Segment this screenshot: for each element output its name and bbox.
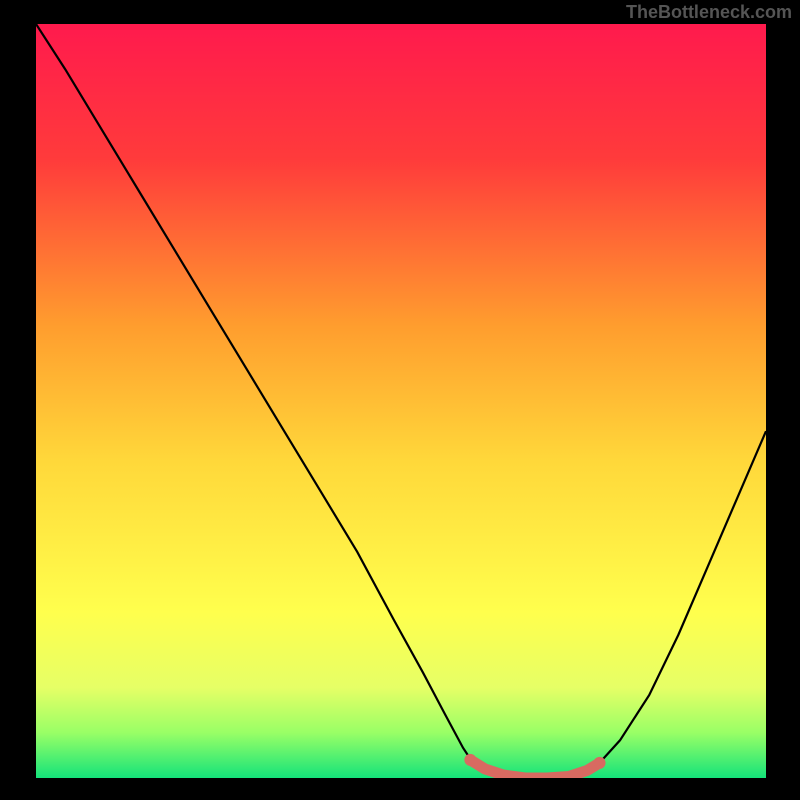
attribution-text: TheBottleneck.com [626,2,792,23]
plot-area [36,24,766,778]
bottleneck-curve [36,24,766,778]
chart-svg [36,24,766,778]
highlight-end-dot [594,757,606,769]
chart-container: TheBottleneck.com [0,0,800,800]
highlight-start-dot [464,754,476,766]
optimal-range-highlight [470,760,599,778]
